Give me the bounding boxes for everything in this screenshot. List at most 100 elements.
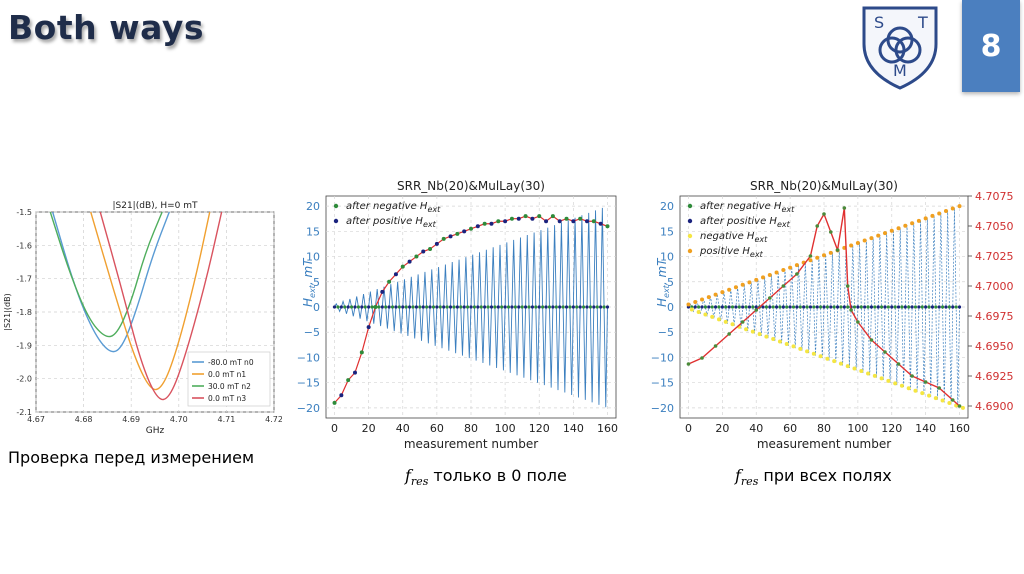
- measurement-point: [339, 393, 344, 398]
- negative-field-point: [920, 391, 925, 396]
- zero-field-point: [472, 305, 477, 309]
- zero-field-point: [349, 305, 354, 309]
- zero-field-point: [869, 305, 874, 309]
- measurement-point: [407, 259, 412, 264]
- zero-field-point: [343, 305, 347, 309]
- y-tick-label: −20: [651, 402, 674, 415]
- y-tick-label: 10: [660, 251, 674, 264]
- measurement-point: [434, 241, 439, 246]
- caption-middle: fres только в 0 поле: [405, 466, 567, 488]
- zero-field-point: [730, 305, 735, 309]
- zero-field-point: [903, 305, 907, 309]
- negative-field-point: [750, 329, 755, 334]
- measurement-point: [353, 370, 357, 375]
- negative-field-point: [689, 307, 694, 312]
- zero-field-point: [713, 305, 718, 309]
- zero-field-point: [693, 305, 697, 309]
- negative-field-point: [798, 346, 803, 351]
- zero-field-point: [537, 305, 541, 309]
- zero-field-point: [438, 305, 442, 309]
- field-sweep-line: [688, 207, 960, 408]
- zero-field-point: [367, 305, 371, 309]
- zero-field-point: [390, 305, 395, 309]
- legend-label: negative Hext: [700, 231, 768, 244]
- negative-field-point: [805, 349, 810, 354]
- zero-field-point: [737, 305, 741, 309]
- zero-field-point: [791, 305, 796, 309]
- zero-field-point: [927, 305, 931, 309]
- zero-field-point: [707, 305, 711, 309]
- x-tick-label: 80: [464, 422, 478, 435]
- zero-field-point: [564, 305, 569, 309]
- measurement-point: [578, 216, 583, 221]
- measurement-point: [605, 224, 610, 229]
- zero-field-point: [802, 305, 806, 309]
- zero-field-point: [602, 305, 606, 309]
- measurement-point: [530, 216, 535, 221]
- positive-field-point: [747, 280, 752, 285]
- fres-point: [815, 224, 820, 228]
- fres-point: [835, 248, 840, 252]
- logo-letter-s: S: [874, 13, 884, 32]
- zero-field-point: [900, 305, 904, 309]
- zero-field-point: [768, 305, 772, 309]
- zero-field-point: [547, 305, 552, 309]
- fres-line: [688, 207, 960, 407]
- zero-field-point: [442, 305, 446, 309]
- legend-marker: [333, 203, 339, 209]
- measurement-point: [441, 236, 446, 241]
- x-tick-label: 160: [597, 422, 618, 435]
- zero-field-point: [513, 305, 517, 309]
- measurement-point: [448, 234, 453, 239]
- zero-field-point: [506, 305, 511, 309]
- measurement-point: [598, 221, 603, 226]
- negative-field-point: [716, 317, 721, 322]
- s21-chart: 4.67 4.68 4.69 4.70 4.71 4.72 -1.5 -1.6 -1.7 -1.8…: [3, 201, 282, 436]
- measurement-point: [509, 216, 514, 221]
- legend-label: after negative Hext: [700, 201, 795, 214]
- positive-field-point: [781, 268, 786, 273]
- negative-field-point: [811, 351, 816, 356]
- measurement-point: [544, 219, 549, 224]
- zero-field-point: [414, 305, 419, 309]
- zero-field-point: [435, 305, 439, 309]
- y-tick-label: −10: [297, 351, 320, 364]
- fres-point: [781, 284, 786, 288]
- caption-left: Проверка перед измерением: [8, 448, 255, 467]
- zero-field-point: [479, 305, 483, 309]
- field-all-chart: 0 20 40 60 80 100 120 140 160 20 15 10 5 0 −5 −10 −15 −20…: [651, 179, 1014, 451]
- negative-field-point: [899, 383, 904, 388]
- measurement-point: [387, 279, 392, 284]
- measurement-point: [414, 254, 419, 259]
- positive-field-point: [855, 240, 860, 245]
- slide-title: Both ways: [8, 8, 204, 47]
- zero-field-point: [883, 305, 887, 309]
- zero-field-point: [407, 305, 412, 309]
- x-tick-label: 20: [715, 422, 729, 435]
- measurement-point: [585, 219, 589, 224]
- measurement-point: [503, 219, 508, 224]
- positive-field-point: [930, 213, 935, 218]
- zero-field-point: [842, 305, 846, 309]
- series-line-2: [49, 212, 163, 338]
- zero-field-point: [561, 305, 565, 309]
- zero-field-point: [510, 305, 514, 309]
- y-tick-label: 20: [660, 200, 674, 213]
- x-tick-label: 0: [331, 422, 338, 435]
- zero-field-point: [520, 305, 524, 309]
- chart-title: SRR_Nb(20)&MulLay(30): [397, 179, 545, 193]
- y-tick-label: 15: [660, 225, 674, 238]
- zero-field-point: [907, 305, 911, 309]
- x-tick-label: 100: [847, 422, 868, 435]
- fres-point: [937, 386, 941, 390]
- fres-point: [923, 380, 928, 384]
- zero-field-point: [957, 305, 962, 309]
- positive-field-point: [706, 295, 711, 300]
- x-tick-label: 60: [430, 422, 444, 435]
- y2-tick-label: 4.7025: [975, 250, 1014, 263]
- zero-field-point: [496, 305, 500, 309]
- positive-field-point: [849, 243, 854, 248]
- zero-field-point: [476, 305, 480, 309]
- zero-field-point: [751, 305, 755, 309]
- negative-field-point: [879, 376, 884, 381]
